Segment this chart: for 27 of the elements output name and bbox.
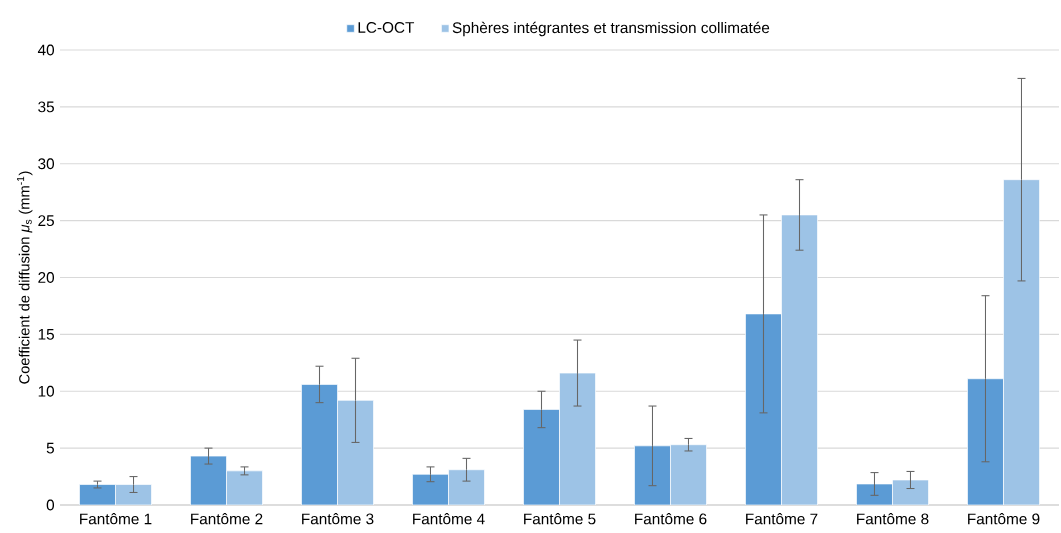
legend-label: Sphères intégrantes et transmission collimatée xyxy=(452,21,770,37)
x-tick-label: Fantôme 3 xyxy=(302,513,374,525)
legend-label: LC-OCT xyxy=(358,22,415,33)
x-tick-label: Fantôme 5 xyxy=(524,513,596,525)
y-axis-title: Coefficient de diffusion μ$_{s}$ (mm$^{-1}$) xyxy=(17,171,33,384)
bar xyxy=(301,384,338,505)
y-tick-label: 5 xyxy=(46,442,54,454)
bar xyxy=(79,484,116,505)
y-tick-label: 30 xyxy=(38,158,55,170)
x-tick-label: Fantôme 6 xyxy=(635,513,707,525)
bar xyxy=(856,483,893,505)
y-tick-label: 15 xyxy=(38,329,54,340)
y-tick-label: 0 xyxy=(46,499,55,511)
y-tick-label: 20 xyxy=(38,272,55,283)
y-tick-label: 10 xyxy=(38,385,55,397)
x-tick-label: Fantôme 7 xyxy=(746,513,818,525)
x-tick-label: Fantôme 1 xyxy=(80,513,152,525)
x-tick-label: Fantôme 8 xyxy=(857,513,929,525)
x-tick-label: Fantôme 2 xyxy=(191,513,263,525)
y-tick-label: 25 xyxy=(38,215,54,227)
x-tick-label: Fantôme 4 xyxy=(413,513,485,525)
bar xyxy=(412,473,449,505)
y-tick-label: 40 xyxy=(37,44,55,56)
x-tick-label: Fantôme 9 xyxy=(968,513,1040,525)
y-tick-label: 35 xyxy=(38,101,54,113)
bar xyxy=(190,455,227,505)
bar xyxy=(523,409,560,505)
